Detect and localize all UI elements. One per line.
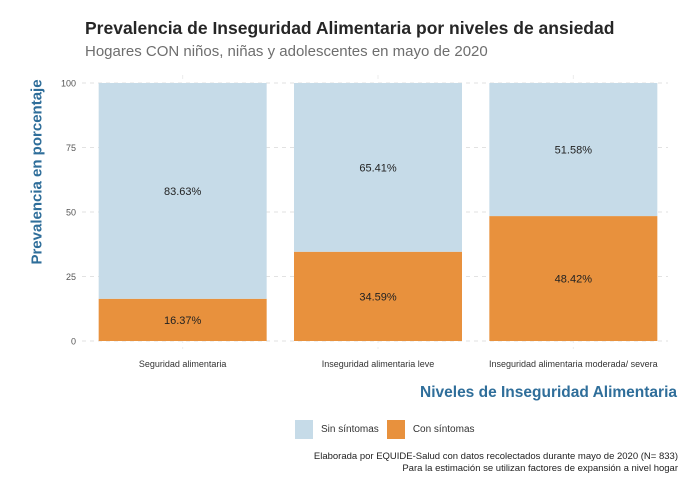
- bar-sin-sintomas-2: [489, 83, 658, 217]
- caption-line-1: Elaborada por EQUIDE-Salud con datos rec…: [313, 451, 678, 462]
- data-label-sin-sintomas-2: 51.58%: [555, 145, 593, 157]
- bar-sin-sintomas-1: [294, 83, 462, 252]
- caption-line-2: Para la estimación se utilizan factores …: [402, 463, 678, 474]
- data-label-con-sintomas-2: 48.42%: [555, 274, 593, 286]
- y-tick-label-25: 25: [66, 272, 76, 282]
- legend-swatch-con-sintomas: [386, 420, 405, 439]
- x-axis-label: Niveles de Inseguridad Alimentaria: [420, 384, 677, 401]
- data-label-sin-sintomas-1: 65.41%: [359, 162, 397, 174]
- x-axis-ticks: Seguridad alimentaria Inseguridad aliment…: [139, 359, 658, 369]
- y-axis-ticks: 0 25 50 75 100: [61, 79, 76, 347]
- legend-label-con-sintomas: Con síntomas: [412, 424, 475, 435]
- data-label-sin-sintomas-0: 83.63%: [164, 186, 202, 198]
- x-tick-label-2: Inseguridad alimentaria moderada/ severa: [489, 359, 658, 369]
- legend-label-sin-sintomas: Sin síntomas: [321, 424, 379, 435]
- y-tick-label-100: 100: [61, 79, 76, 89]
- x-tick-label-1: Inseguridad alimentaria leve: [322, 359, 435, 369]
- bar-con-sintomas-0: [98, 298, 267, 341]
- y-tick-label-50: 50: [66, 208, 76, 218]
- bar-con-sintomas-2: [489, 216, 658, 341]
- legend-swatch-sin-sintomas: [295, 420, 313, 439]
- bar-sin-sintomas-0: [98, 83, 267, 299]
- data-label-con-sintomas-0: 16.37%: [164, 315, 202, 327]
- x-tick-label-0: Seguridad alimentaria: [139, 359, 227, 369]
- y-tick-label-75: 75: [66, 143, 76, 153]
- bar-con-sintomas-1: [294, 251, 462, 341]
- legend: Sin síntomas Con síntomas: [295, 420, 483, 439]
- chart-subtitle: Hogares CON niños, niñas y adolescentes …: [85, 43, 488, 60]
- chart-title: Prevalencia de Inseguridad Alimentaria p…: [85, 18, 615, 38]
- data-label-con-sintomas-1: 34.59%: [359, 291, 397, 303]
- caption: Elaborada por EQUIDE-Salud con datos rec…: [314, 451, 678, 475]
- bars: 16.37% 83.63% 34.59% 65.41% 48.42% 51.58%: [98, 83, 658, 341]
- y-tick-label-0: 0: [71, 337, 76, 347]
